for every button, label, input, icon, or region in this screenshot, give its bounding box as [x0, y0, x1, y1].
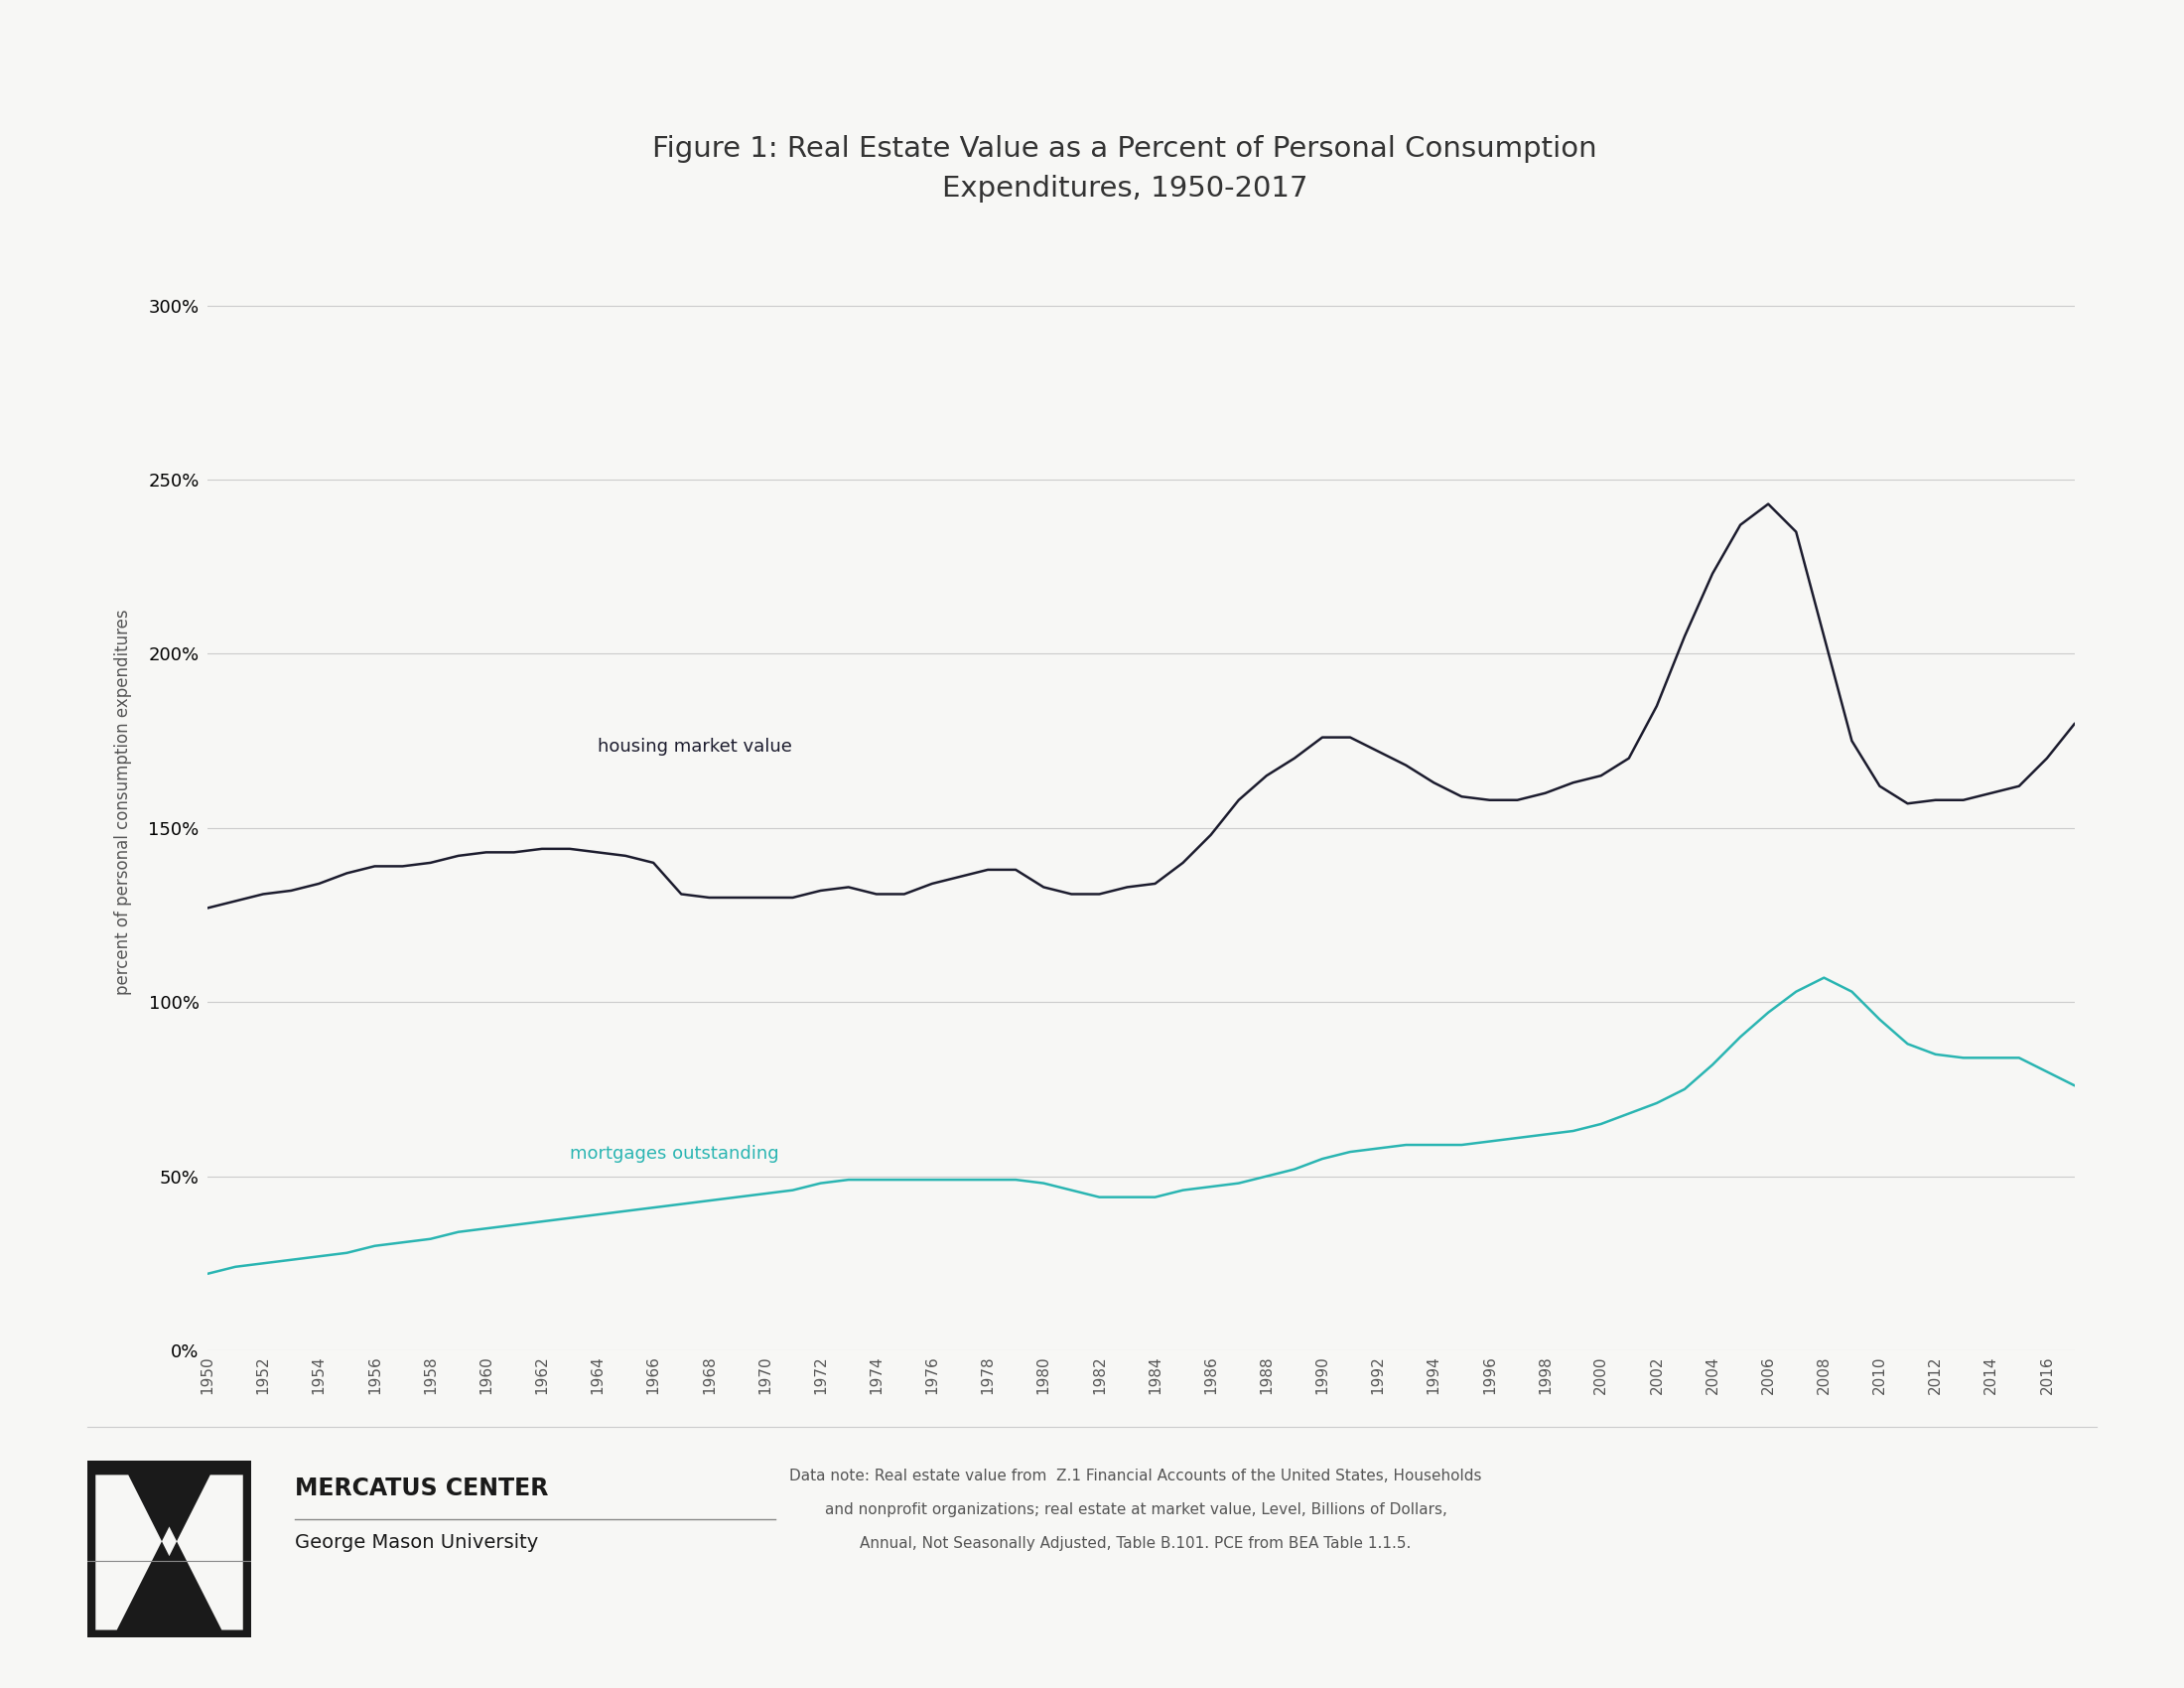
Text: Expenditures, 1950-2017: Expenditures, 1950-2017 [941, 176, 1308, 203]
Text: Annual, Not Seasonally Adjusted, Table B.101. PCE from BEA Table 1.1.5.: Annual, Not Seasonally Adjusted, Table B… [860, 1536, 1411, 1551]
FancyBboxPatch shape [87, 1460, 251, 1637]
Polygon shape [96, 1475, 242, 1631]
Text: Data note: Real estate value from  Z.1 Financial Accounts of the United States, : Data note: Real estate value from Z.1 Fi… [788, 1469, 1483, 1484]
Text: mortgages outstanding: mortgages outstanding [570, 1144, 780, 1163]
Text: housing market value: housing market value [598, 738, 793, 755]
Text: George Mason University: George Mason University [295, 1533, 537, 1551]
Text: and nonprofit organizations; real estate at market value, Level, Billions of Dol: and nonprofit organizations; real estate… [826, 1502, 1446, 1518]
Text: MERCATUS CENTER: MERCATUS CENTER [295, 1477, 548, 1501]
Text: Figure 1: Real Estate Value as a Percent of Personal Consumption: Figure 1: Real Estate Value as a Percent… [653, 135, 1597, 162]
Y-axis label: percent of personal consumption expenditures: percent of personal consumption expendit… [114, 609, 131, 994]
